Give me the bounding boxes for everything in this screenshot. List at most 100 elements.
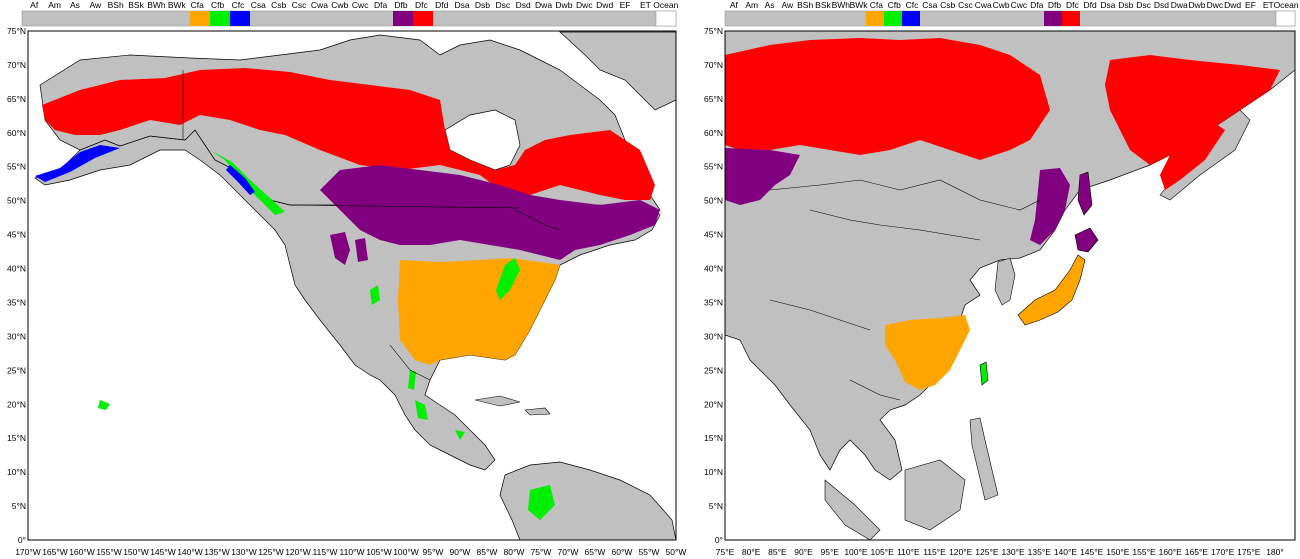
- legend-label-aw: Aw: [89, 0, 102, 10]
- landmass-japan: [1017, 254, 1086, 326]
- lat-label: 20°N: [704, 399, 723, 409]
- zone-dfc: [42, 68, 655, 200]
- lat-label: 40°N: [7, 264, 26, 274]
- legend-label-af: Af: [730, 0, 739, 10]
- lon-label: 50°W: [666, 547, 687, 557]
- zone-dfc-east: [1105, 55, 1280, 165]
- legend-label-dwb: Dwb: [1189, 0, 1206, 10]
- lon-label: 90°E: [794, 547, 813, 557]
- legend-label-dwa: Dwa: [535, 0, 552, 10]
- legend-label-af: Af: [30, 0, 39, 10]
- legend-label-bsh: BSh: [108, 0, 124, 10]
- lat-label: 30°N: [7, 331, 26, 341]
- legend-label-csa: Csa: [251, 0, 266, 10]
- zone-dfb: [320, 165, 660, 260]
- lon-label: 150°W: [123, 547, 149, 557]
- lon-label: 80°E: [742, 547, 761, 557]
- lon-label: 55°W: [639, 547, 660, 557]
- lon-label: 165°W: [42, 547, 68, 557]
- legend-label-cfa: Cfa: [870, 0, 884, 10]
- legend-label-cwb: Cwb: [993, 0, 1010, 10]
- lon-label: 80°W: [504, 547, 525, 557]
- lat-label: 5°N: [12, 501, 26, 511]
- lon-label: 75°W: [531, 547, 552, 557]
- map-east-asia: 75°N 70°N 65°N 60°N 55°N 50°N 45°N 40°N 35°N 30°N…: [704, 0, 1299, 557]
- lon-label: 105°W: [366, 547, 392, 557]
- lon-label: 75°E: [716, 547, 735, 557]
- lon-label: 90°W: [450, 547, 471, 557]
- longitude-labels: 75°E 80°E 85°E 90°E 95°E 100°E 105°E 110°E 115°E…: [716, 547, 1284, 557]
- country-borders: [182, 70, 561, 381]
- landmass-south-america: [499, 461, 677, 541]
- legend-label-cwb: Cwb: [331, 0, 348, 10]
- legend-label-ocean: Ocean: [653, 0, 678, 10]
- lon-label: 110°E: [897, 547, 920, 557]
- lon-label: 170°E: [1211, 547, 1235, 557]
- lon-label: 65°W: [585, 547, 606, 557]
- legend-labels: Af Am As Aw BSh BSk BWh BWk Cfa Cfb Cfc Csa Csb Csc Cw…: [30, 0, 678, 10]
- lon-label: 145°W: [150, 547, 176, 557]
- lat-label: 15°N: [704, 433, 723, 443]
- legend-label-cfb: Cfb: [211, 0, 225, 10]
- lat-label: 45°N: [704, 230, 723, 240]
- lon-label: 135°E: [1028, 547, 1052, 557]
- legend-label-cfc: Cfc: [906, 0, 920, 10]
- legend-label-csc: Csc: [292, 0, 307, 10]
- legend-label-csb: Csb: [271, 0, 286, 10]
- legend-label-dsc: Dsc: [495, 0, 510, 10]
- lat-label: 50°N: [7, 196, 26, 206]
- lon-label: 120°E: [949, 547, 973, 557]
- lon-label: 140°E: [1054, 547, 1078, 557]
- lon-label: 125°W: [258, 547, 284, 557]
- lon-label: 115°W: [313, 547, 338, 557]
- legend-label-dsd: Dsd: [1154, 0, 1169, 10]
- legend-label-as: As: [70, 0, 80, 10]
- legend-label-dfd: Dfd: [435, 0, 449, 10]
- lon-label: 115°E: [923, 547, 946, 557]
- zone-dfb-west: [330, 232, 368, 265]
- lon-label: 150°E: [1106, 547, 1130, 557]
- legend-label-cwa: Cwa: [311, 0, 328, 10]
- legend-label-ef: EF: [620, 0, 631, 10]
- legend-label-cfc: Cfc: [232, 0, 246, 10]
- latitude-labels: 75°N 70°N 65°N 60°N 55°N 50°N 45°N 40°N 35°N 30°N…: [7, 26, 26, 545]
- lat-label: 70°N: [7, 60, 26, 70]
- zone-dfb-manchuria: [1030, 168, 1070, 245]
- lat-label: 0°: [715, 535, 723, 545]
- zone-cfa: [398, 258, 560, 365]
- legend-label-dfb: Dfb: [394, 0, 408, 10]
- legend-label-et: ET: [640, 0, 651, 10]
- lon-label: 105°E: [871, 547, 895, 557]
- legend-label-et: ET: [1263, 0, 1274, 10]
- lat-label: 70°N: [704, 60, 723, 70]
- lat-label: 15°N: [7, 433, 26, 443]
- lon-label: 165°E: [1185, 547, 1209, 557]
- lon-label: 135°W: [204, 547, 230, 557]
- lon-label: 95°E: [820, 547, 839, 557]
- lon-label: 145°E: [1080, 547, 1104, 557]
- legend-label-dsa: Dsa: [455, 0, 470, 10]
- lat-label: 55°N: [7, 162, 26, 172]
- lat-label: 25°N: [7, 365, 26, 375]
- legend-label-csa: Csa: [922, 0, 937, 10]
- legend-label-bsk: BSk: [128, 0, 144, 10]
- lon-label: 170°W: [15, 547, 41, 557]
- legend-label-dfd: Dfd: [1084, 0, 1098, 10]
- legend-label-bwk: BWk: [168, 0, 187, 10]
- legend-bar: [724, 10, 1296, 27]
- legend-label-dsa: Dsa: [1100, 0, 1115, 10]
- lon-label: 85°W: [477, 547, 498, 557]
- legend-label-aw: Aw: [782, 0, 795, 10]
- lat-label: 40°N: [704, 264, 723, 274]
- lon-label: 100°E: [844, 547, 868, 557]
- lon-label: 160°W: [69, 547, 95, 557]
- lon-label: 130°E: [1001, 547, 1025, 557]
- lon-label: 60°W: [612, 547, 633, 557]
- legend-label-dwa: Dwa: [1171, 0, 1188, 10]
- lat-label: 35°N: [704, 297, 723, 307]
- legend-label-dfc: Dfc: [1066, 0, 1080, 10]
- legend-label-dfa: Dfa: [374, 0, 388, 10]
- legend-bar: [21, 10, 677, 27]
- lat-label: 35°N: [7, 297, 26, 307]
- lat-label: 25°N: [704, 365, 723, 375]
